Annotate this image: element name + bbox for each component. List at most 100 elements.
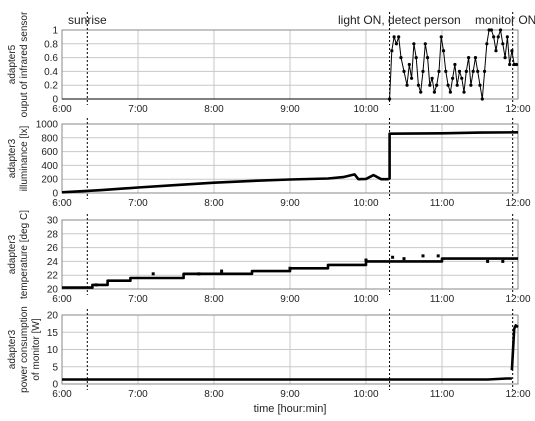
y-axis-label: adapter3 [7,329,18,369]
data-point [473,56,478,60]
data-point [482,69,487,73]
x-tick-label: 10:00 [353,104,378,115]
data-point [508,62,512,67]
data-point [412,42,416,46]
data-point [471,69,475,73]
y-tick-label: 20 [47,311,59,322]
data-point [423,42,427,46]
x-tick-label: 8:00 [204,294,224,305]
data-point [448,90,452,94]
x-tick-label: 7:00 [128,294,148,305]
data-point [455,83,459,87]
data-point [430,76,434,80]
series-line [388,131,519,180]
y-axis-label: illuminance [lx] [19,125,30,191]
x-tick-label: 9:00 [280,389,300,400]
x-tick-label: 10:00 [353,389,378,400]
data-point [494,49,498,53]
event-label: monitor ON [475,13,535,27]
x-tick-label: 11:00 [430,198,455,209]
data-point [416,83,421,87]
y-tick-label: 600 [41,147,58,158]
data-point [485,42,489,46]
y-tick-label: 0.2 [44,81,58,92]
data-point [197,272,201,276]
x-tick-label: 6:00 [52,389,72,400]
y-tick-label: 0 [52,380,58,391]
data-point [402,69,406,73]
data-point [486,259,490,263]
x-tick-label: 8:00 [204,104,224,115]
y-tick-label: 0.8 [44,39,58,50]
data-point [510,49,514,53]
series-line [61,173,389,194]
series-line [62,257,518,289]
y-tick-label: 24 [47,257,59,268]
data-point [496,35,500,39]
data-point [498,28,503,32]
y-tick-label: 26 [47,243,59,254]
data-point [503,56,507,60]
y-tick-label: 22 [47,271,59,282]
data-point [464,69,468,73]
data-point [399,56,403,60]
x-tick-label: 6:00 [52,104,72,115]
x-tick-label: 6:00 [52,198,72,209]
y-axis-label: adapter3 [7,234,18,274]
x-axis-title: time [hour:min] [254,403,327,415]
data-point [437,69,441,73]
y-axis-label: adapter3 [7,138,18,178]
data-point [390,49,394,53]
event-label: light ON, detect person [338,13,461,27]
data-point [410,76,414,80]
x-tick-label: 6:00 [52,294,72,305]
y-tick-label: 800 [41,133,58,144]
data-point [446,83,450,87]
data-point [487,28,491,32]
data-point [451,76,455,80]
data-point [151,272,155,276]
data-point [94,283,98,287]
x-tick-label: 10:00 [353,198,378,209]
data-point [220,269,224,273]
y-axis-label: of monitor [W] [31,318,42,380]
data-point [428,83,432,87]
data-point [439,35,443,39]
y-tick-label: 400 [41,161,58,172]
x-tick-label: 12:00 [505,389,530,400]
x-tick-label: 12:00 [505,198,530,209]
data-point [480,97,484,101]
data-point [501,42,505,46]
data-point [387,97,392,101]
data-point [460,76,464,80]
data-point [514,62,519,67]
y-tick-label: 0.4 [44,67,58,78]
y-tick-label: 20 [47,285,59,296]
data-point [462,90,466,94]
data-point [392,35,396,39]
y-tick-label: 10 [47,345,59,356]
series-line [62,377,512,381]
x-tick-label: 12:00 [505,294,530,305]
panel-frame [61,314,519,385]
data-point [467,56,471,60]
x-tick-label: 8:00 [204,389,224,400]
data-point [407,62,411,67]
data-point [444,69,448,73]
data-point [414,56,418,60]
x-tick-label: 7:00 [128,198,148,209]
data-point [469,83,473,87]
y-tick-label: 0 [52,189,58,200]
data-point [492,35,496,39]
data-point [476,69,480,73]
y-tick-label: 1 [52,26,58,37]
x-tick-label: 7:00 [128,104,148,115]
data-point [505,35,509,39]
panel-frame [61,123,519,194]
data-point [478,83,482,87]
data-point [391,255,395,259]
y-tick-label: 0 [52,95,58,106]
y-tick-label: 15 [47,328,59,339]
data-point [457,69,462,73]
